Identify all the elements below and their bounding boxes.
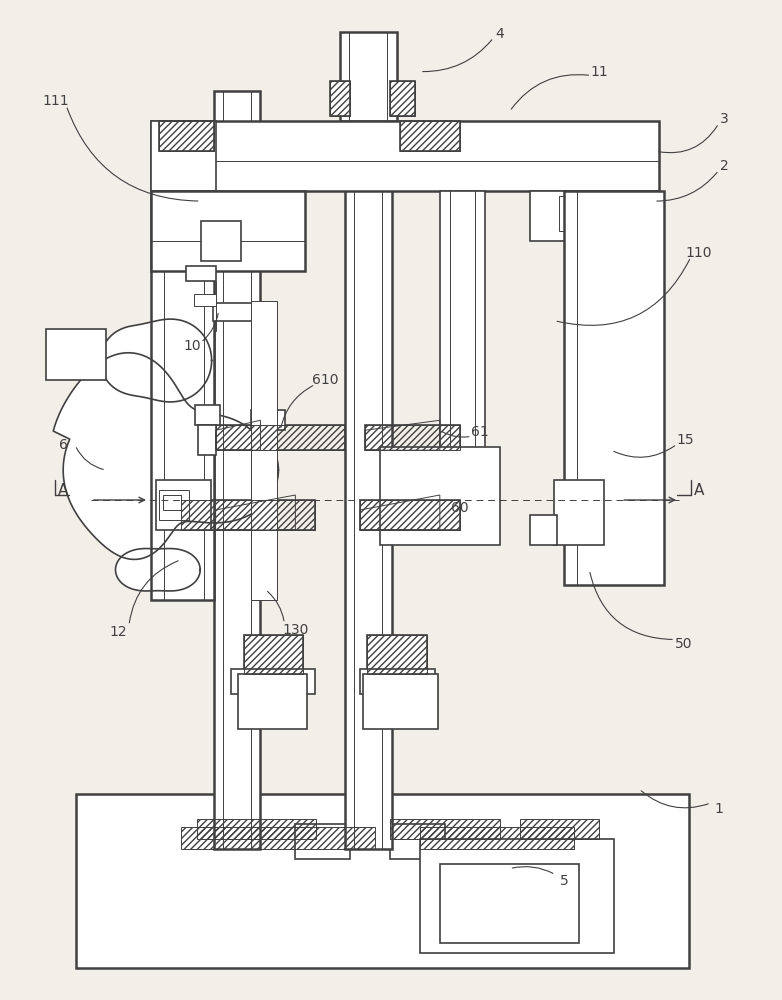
Bar (181, 827, 375, 849)
Bar (201, 221, 241, 261)
Bar (367, 635, 427, 674)
Polygon shape (100, 319, 212, 402)
Bar (390, 81, 415, 116)
Bar (250, 301, 278, 600)
Bar (151, 121, 659, 191)
Bar (330, 81, 350, 116)
Text: 1: 1 (715, 802, 723, 816)
Bar (250, 410, 285, 430)
Bar (363, 674, 438, 729)
Bar (559, 196, 654, 231)
Bar (243, 635, 303, 674)
Bar (340, 32, 397, 121)
Bar (181, 500, 315, 530)
Polygon shape (116, 549, 200, 591)
Bar (439, 864, 579, 943)
Bar (420, 827, 574, 849)
Bar (159, 121, 213, 151)
Text: 6: 6 (59, 438, 67, 452)
Bar (365, 425, 460, 450)
Bar (216, 425, 345, 450)
Text: 110: 110 (686, 246, 712, 260)
Bar (159, 121, 213, 151)
Bar (360, 500, 460, 530)
Bar (390, 819, 500, 839)
Bar (231, 669, 315, 694)
Text: 50: 50 (675, 637, 693, 651)
Text: 111: 111 (43, 94, 70, 108)
Text: A: A (694, 483, 704, 498)
Bar (194, 294, 216, 306)
Text: 130: 130 (282, 623, 309, 637)
Bar (159, 490, 188, 520)
Bar (76, 794, 689, 968)
Bar (151, 191, 213, 600)
Bar (565, 191, 664, 585)
Bar (151, 191, 305, 271)
Text: 61: 61 (471, 425, 489, 439)
Bar (213, 303, 257, 321)
Bar (163, 495, 181, 510)
Bar (439, 191, 485, 470)
Bar (365, 425, 460, 450)
Bar (151, 121, 216, 191)
Bar (529, 515, 558, 545)
Text: 2: 2 (720, 159, 729, 173)
Bar (367, 635, 427, 674)
Text: A: A (58, 483, 68, 498)
Bar (420, 839, 614, 953)
Bar (186, 266, 216, 281)
Text: 12: 12 (109, 625, 127, 639)
Bar (360, 500, 460, 530)
Bar (216, 425, 345, 450)
Bar (380, 447, 500, 545)
Bar (46, 329, 106, 380)
Bar (156, 480, 210, 530)
Bar (238, 674, 307, 729)
Bar (181, 500, 315, 530)
Bar (519, 819, 599, 839)
Bar (296, 824, 350, 859)
Bar (243, 635, 303, 674)
Text: 10: 10 (184, 339, 202, 353)
Bar (554, 480, 604, 545)
Bar (345, 91, 392, 849)
Text: 60: 60 (451, 501, 468, 515)
Bar (213, 91, 260, 849)
Bar (197, 819, 316, 839)
Text: 5: 5 (560, 874, 569, 888)
Bar (360, 669, 435, 694)
Text: 11: 11 (590, 65, 608, 79)
Text: 15: 15 (676, 433, 694, 447)
Text: 3: 3 (720, 112, 729, 126)
Bar (330, 81, 350, 116)
Polygon shape (53, 353, 278, 559)
Bar (529, 191, 659, 241)
Bar (400, 121, 460, 151)
Text: 610: 610 (312, 373, 339, 387)
Bar (400, 121, 460, 151)
Bar (195, 405, 220, 425)
Bar (198, 425, 216, 455)
Bar (390, 824, 445, 859)
Bar (390, 81, 415, 116)
Text: 4: 4 (495, 27, 504, 41)
